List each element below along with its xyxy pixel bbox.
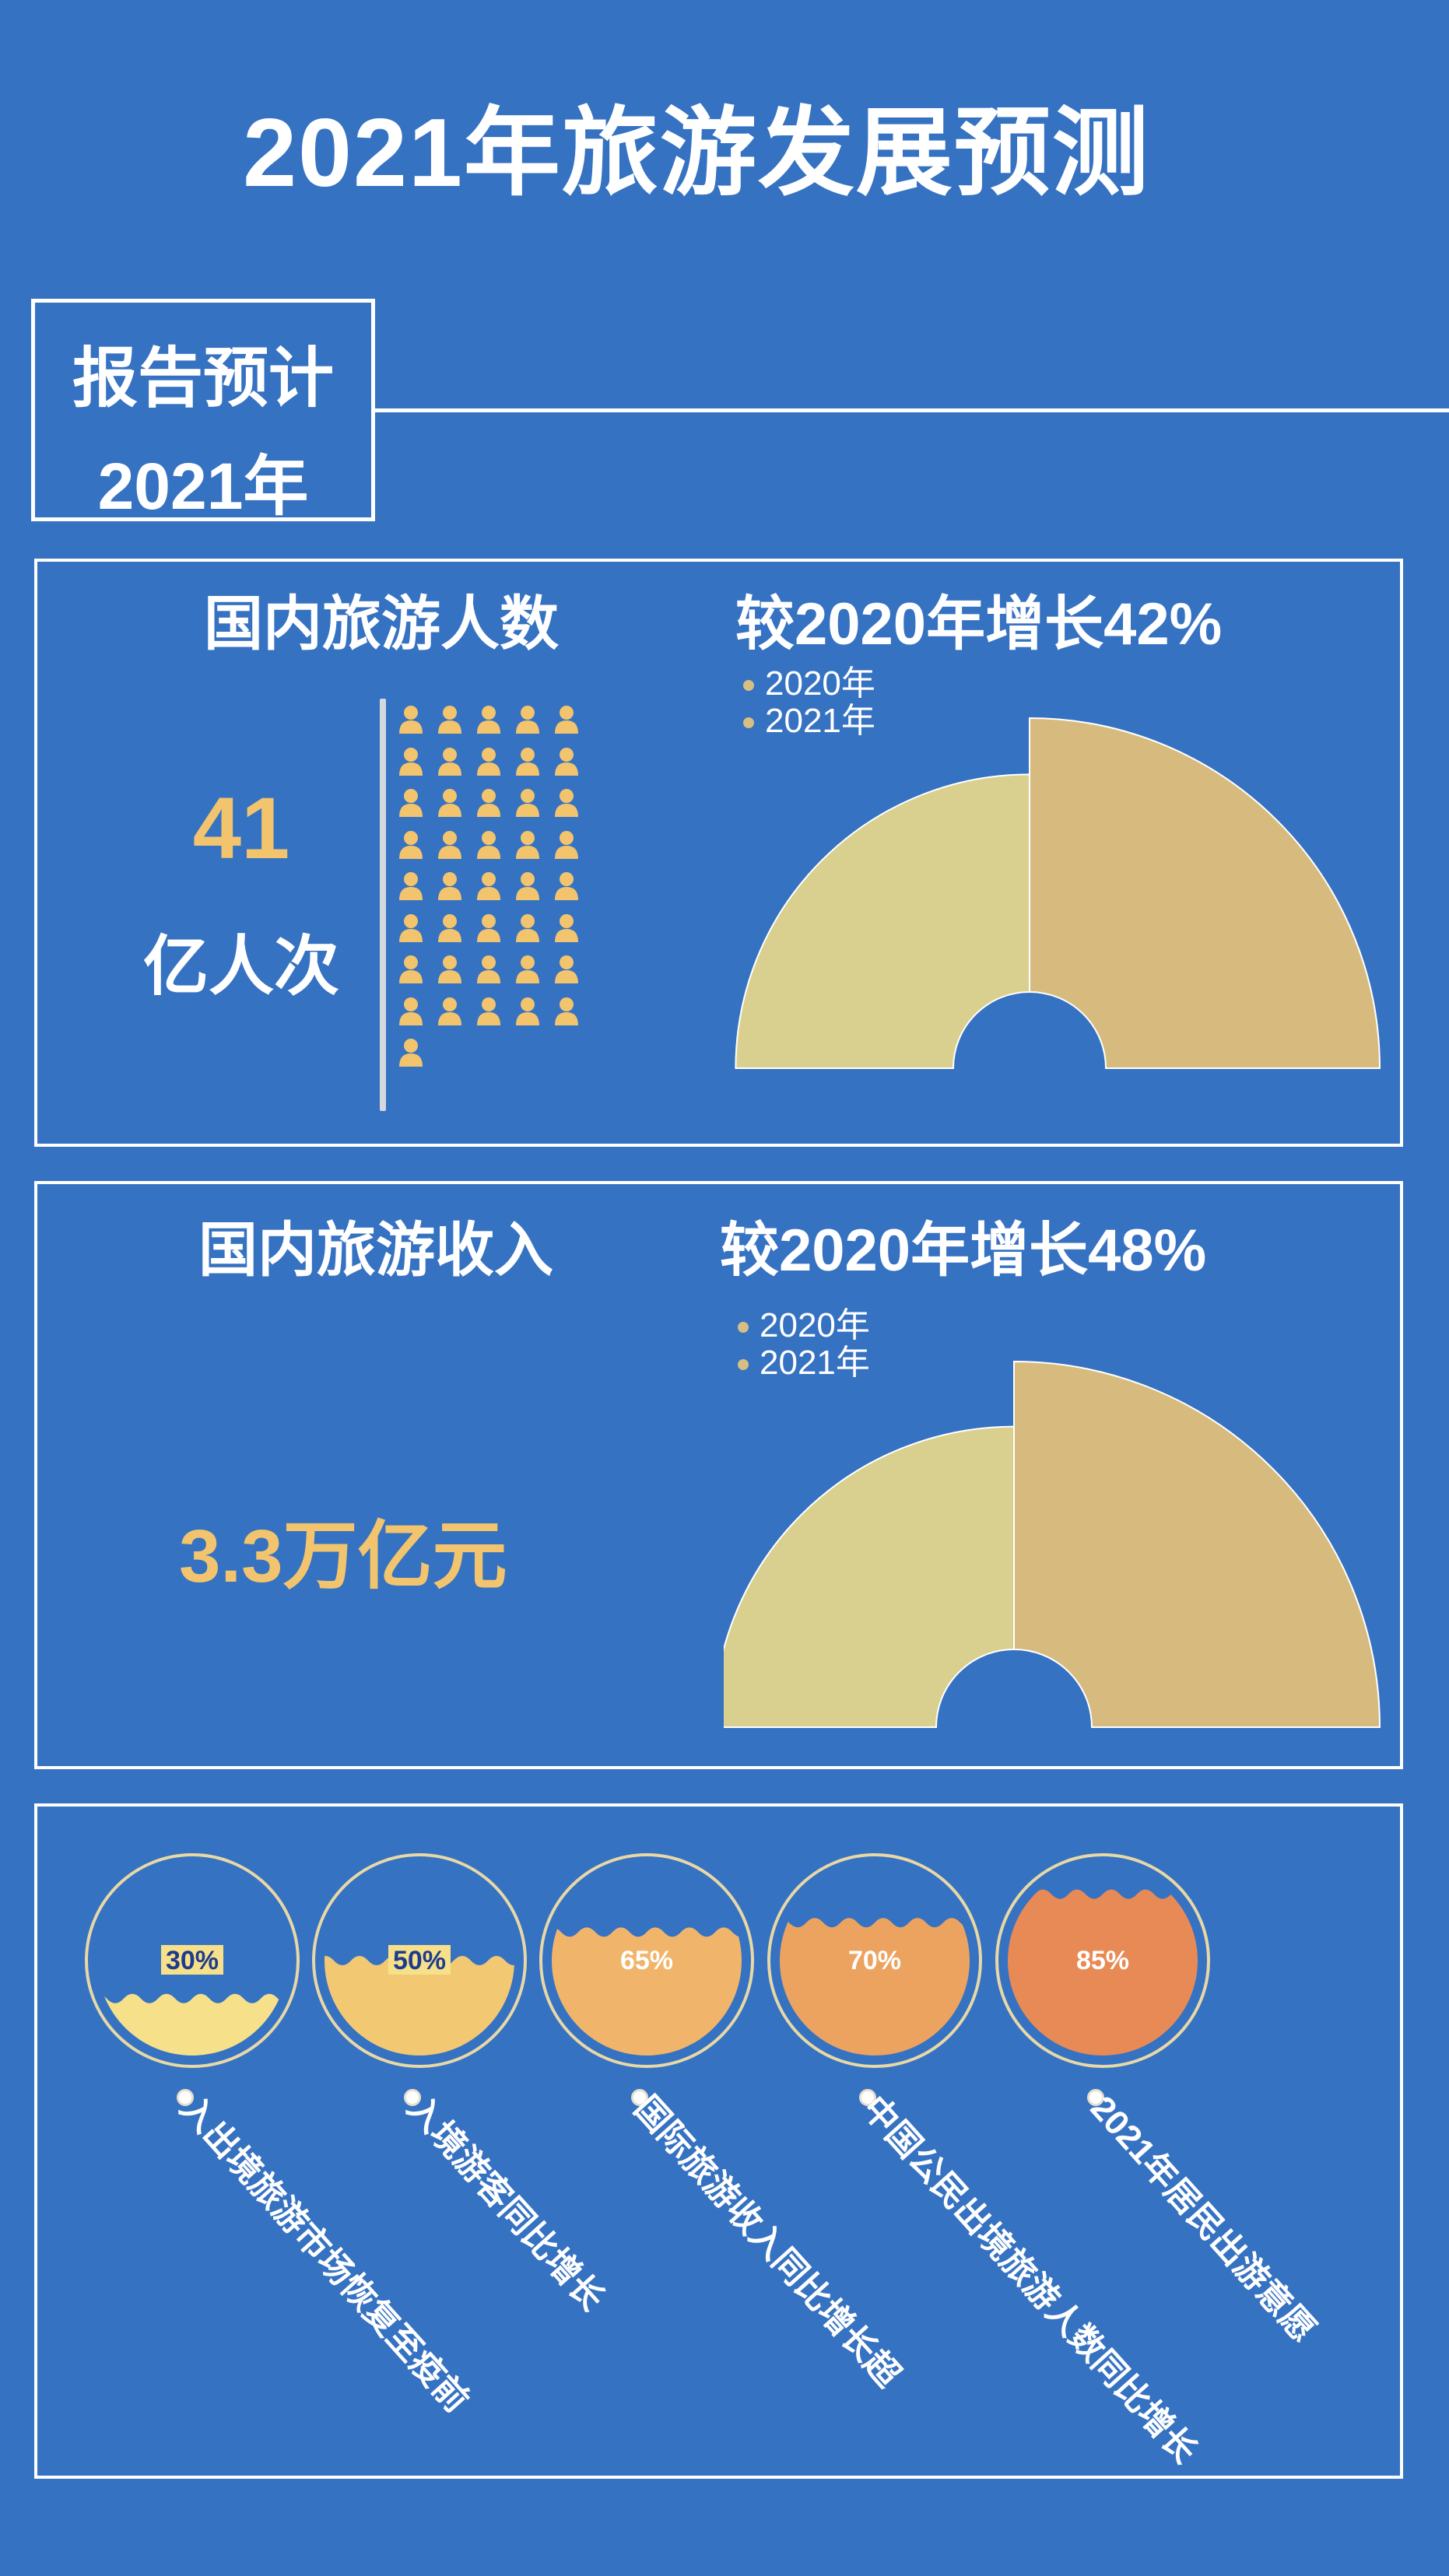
person-icon <box>399 706 423 734</box>
person-icon <box>399 747 423 776</box>
gauge-liquid <box>1008 1889 1198 2056</box>
revenue-value: 3.3万亿元 <box>179 1515 507 1598</box>
person-icon <box>477 747 500 776</box>
person-icon <box>516 789 539 817</box>
person-icon <box>399 789 423 817</box>
person-icon <box>477 913 500 942</box>
sector-2020年 <box>735 773 1030 1069</box>
gauge-ring <box>85 1853 300 2068</box>
legend-label: 2020年 <box>760 1306 870 1344</box>
person-icon <box>438 747 461 776</box>
divider-line <box>375 408 1449 412</box>
legend-dot <box>743 680 754 692</box>
legend-chart1: 2020年 2021年 <box>743 665 875 740</box>
person-icon <box>516 706 539 734</box>
gauge-liquid <box>552 1927 742 2056</box>
gauge-ring <box>312 1853 527 2068</box>
report-tag-line1: 报告预计 <box>72 342 334 415</box>
person-icon <box>516 747 539 776</box>
person-icon <box>555 789 578 817</box>
person-icon <box>399 830 423 859</box>
pictogram-axis <box>380 699 386 1111</box>
person-icon <box>516 913 539 942</box>
person-icon <box>399 1039 423 1067</box>
legend-item-2020: 2020年 <box>738 1307 870 1344</box>
person-pictogram <box>397 705 607 1109</box>
gauge-liquid <box>325 1956 514 2056</box>
sector-2021年 <box>1013 1360 1381 1728</box>
gauges-panel <box>34 1803 1403 2479</box>
person-icon <box>438 706 461 734</box>
tourists-value: 41 <box>192 780 290 877</box>
legend-dot <box>738 1359 749 1371</box>
person-icon <box>555 955 578 983</box>
page-title: 2021年旅游发展预测 <box>243 100 1150 207</box>
person-icon <box>438 997 461 1025</box>
gauge-ring <box>539 1853 754 2068</box>
person-icon <box>399 997 423 1025</box>
legend-item-2021: 2021年 <box>743 703 875 740</box>
person-icon <box>477 872 500 900</box>
person-icon <box>438 789 461 817</box>
gauge-ring <box>995 1853 1210 2068</box>
person-icon <box>399 913 423 942</box>
gauge-value: 85% <box>1076 1946 1129 1975</box>
legend-dot <box>743 717 754 729</box>
person-icon <box>555 706 578 734</box>
tourists-unit: 亿人次 <box>142 930 339 1003</box>
revenue-heading: 国内旅游收入 <box>198 1218 553 1284</box>
legend-label: 2021年 <box>760 1344 870 1382</box>
report-tag-line2: 2021年 <box>97 450 309 523</box>
sector-2020年 <box>724 1425 1015 1728</box>
person-icon <box>477 997 500 1025</box>
legend-label: 2020年 <box>765 664 875 703</box>
legend-item-2021: 2021年 <box>738 1344 870 1382</box>
legend-chart2: 2020年 2021年 <box>738 1307 870 1382</box>
tourists-panel <box>34 559 1403 1147</box>
gauge-value: 70% <box>848 1946 901 1975</box>
person-icon <box>555 830 578 859</box>
legend-dot <box>738 1322 749 1334</box>
person-icon <box>438 872 461 900</box>
person-icon <box>516 955 539 983</box>
gauge-liquid <box>97 1993 287 2056</box>
legend-item-2020: 2020年 <box>743 665 875 703</box>
person-icon <box>438 913 461 942</box>
legend-label: 2021年 <box>765 702 875 740</box>
person-icon <box>477 706 500 734</box>
gauge-ring <box>767 1853 982 2068</box>
gauge-value: 30% <box>166 1946 219 1975</box>
tourists-growth: 较2020年增长42% <box>735 591 1223 657</box>
revenue-growth: 较2020年增长48% <box>720 1218 1207 1284</box>
report-tag: 报告预计 2021年 <box>31 299 375 523</box>
revenue-panel <box>34 1181 1403 1769</box>
person-icon <box>516 997 539 1025</box>
gauge-value-bg <box>388 1945 451 1975</box>
person-icon <box>477 955 500 983</box>
person-icon <box>516 872 539 900</box>
liquid-gauges: 30% 50% 65% 70% 85% <box>85 1853 1210 2068</box>
gauge-value: 65% <box>620 1946 673 1975</box>
person-icon <box>555 997 578 1025</box>
person-icon <box>477 830 500 859</box>
gauge-value: 50% <box>393 1946 446 1975</box>
person-icon <box>399 955 423 983</box>
person-icon <box>438 955 461 983</box>
revenue-polar-chart <box>724 1360 1381 1728</box>
tourists-polar-chart <box>735 717 1381 1069</box>
sector-2021年 <box>1029 717 1381 1069</box>
tourists-heading: 国内旅游人数 <box>204 591 559 657</box>
person-icon <box>516 830 539 859</box>
person-icon <box>555 747 578 776</box>
person-icon <box>555 913 578 942</box>
gauge-liquid <box>780 1918 970 2056</box>
person-icon <box>399 872 423 900</box>
person-icon <box>555 872 578 900</box>
person-icon <box>438 830 461 859</box>
person-icon <box>477 789 500 817</box>
gauge-value-bg <box>161 1945 223 1975</box>
